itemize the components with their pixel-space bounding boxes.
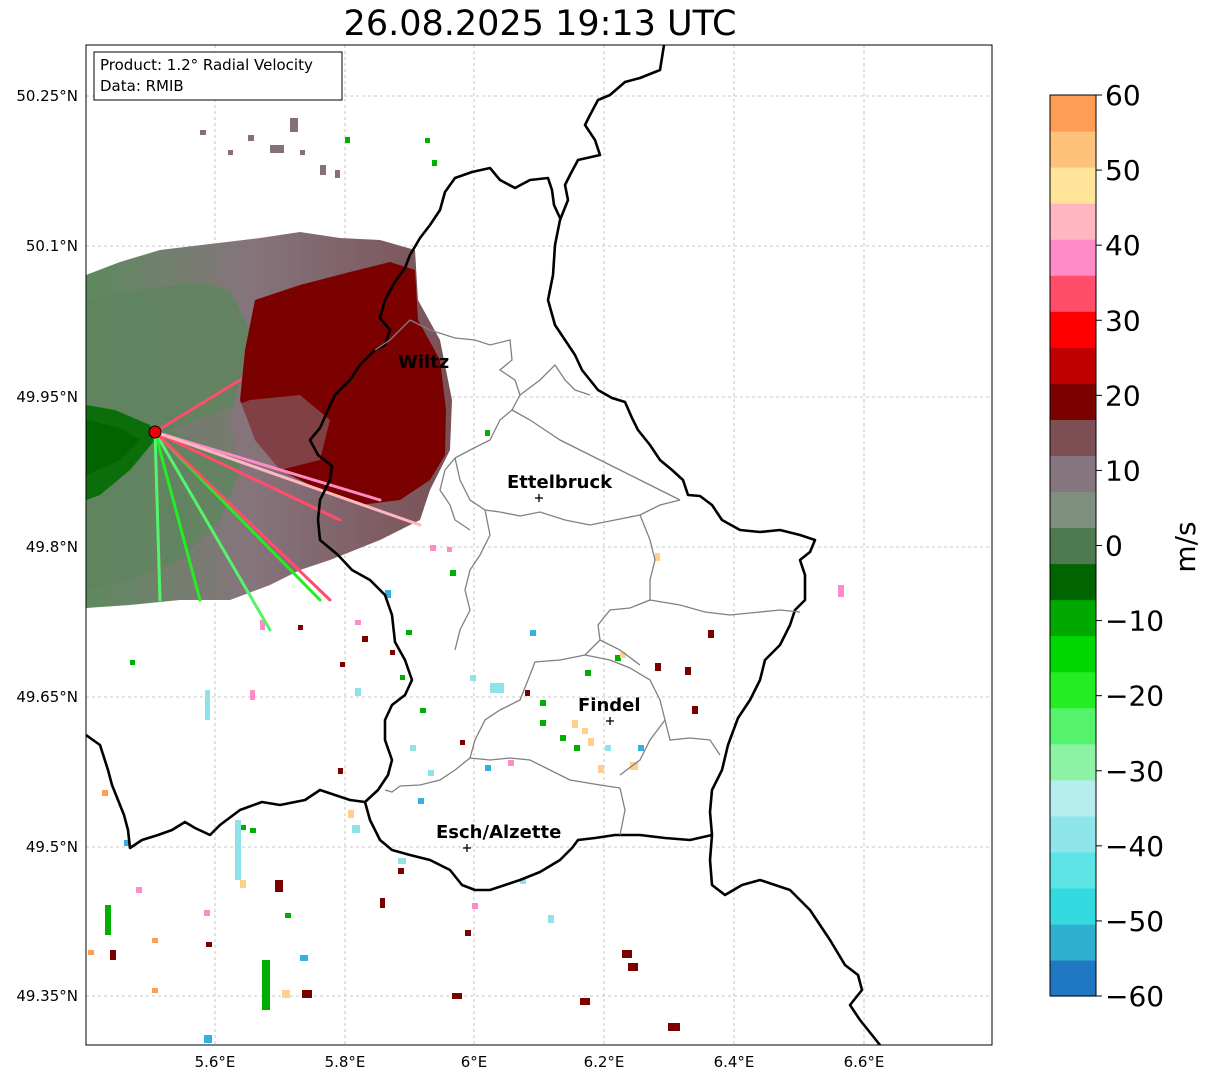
lat-tick: 49.65°N <box>16 688 78 706</box>
colorbar-swatch <box>1050 131 1096 168</box>
colorbar-tick-label: −10 <box>1105 605 1164 638</box>
radar-echo <box>86 118 844 1043</box>
colorbar-swatch <box>1050 779 1096 817</box>
colorbar-tick-label: −20 <box>1105 680 1164 713</box>
national-border-south <box>363 801 713 892</box>
colorbar-swatch <box>1050 959 1096 997</box>
colorbar-tick-label: 60 <box>1105 79 1141 112</box>
colorbar-tick-label: 40 <box>1105 229 1141 262</box>
colorbar-tick-label: 50 <box>1105 154 1141 187</box>
colorbar: 60 50 40 30 20 10 0 −10 −20 −30 −40 −50 −60 m/s <box>1049 79 1202 1013</box>
colorbar-swatch <box>1050 887 1096 925</box>
city-label-ettelbruck: Ettelbruck <box>507 472 613 493</box>
lon-tick: 6°E <box>461 1053 488 1071</box>
city-markers <box>463 494 614 852</box>
lon-tick: 5.6°E <box>195 1053 236 1071</box>
national-border <box>546 45 882 1045</box>
colorbar-tick-label: −30 <box>1105 755 1164 788</box>
colorbar-tick-label: 20 <box>1105 379 1141 412</box>
lon-tick: 5.8°E <box>325 1053 366 1071</box>
lon-axis: 5.6°E 5.8°E 6°E 6.2°E 6.4°E 6.6°E <box>195 1053 885 1071</box>
colorbar-swatch <box>1050 527 1096 565</box>
colorbar-swatch <box>1050 347 1096 384</box>
canton-borders <box>374 319 801 836</box>
colorbar-swatch <box>1050 707 1096 745</box>
lon-tick: 6.4°E <box>714 1053 755 1071</box>
colorbar-swatch <box>1050 743 1096 781</box>
colorbar-swatch <box>1050 815 1096 853</box>
colorbar-tick-label: 30 <box>1105 304 1141 337</box>
colorbar-swatch <box>1050 239 1096 276</box>
city-label-findel: Findel <box>578 695 641 716</box>
colorbar-swatch <box>1050 491 1096 529</box>
lon-tick: 6.6°E <box>844 1053 885 1071</box>
colorbar-swatch <box>1050 671 1096 709</box>
radar-site-marker <box>148 425 162 439</box>
lat-tick: 49.95°N <box>16 388 78 406</box>
colorbar-swatch <box>1050 167 1096 204</box>
lat-tick: 50.1°N <box>26 237 78 255</box>
city-label-esch-alzette: Esch/Alzette <box>436 822 561 843</box>
colorbar-tick-label: 10 <box>1105 454 1141 487</box>
city-label-wiltz: Wiltz <box>398 352 449 373</box>
colorbar-tick-label: 0 <box>1105 530 1123 563</box>
colorbar-label: m/s <box>1169 521 1202 572</box>
plot-frame <box>85 44 993 1046</box>
colorbar-swatch <box>1050 851 1096 889</box>
colorbar-swatch <box>1050 419 1096 456</box>
lat-tick: 49.35°N <box>16 987 78 1005</box>
colorbar-swatch <box>1050 923 1096 961</box>
lon-tick: 6.2°E <box>584 1053 625 1071</box>
info-product: Product: 1.2° Radial Velocity <box>100 56 313 74</box>
colorbar-tick-label: −50 <box>1105 905 1164 938</box>
lat-tick: 49.8°N <box>26 538 78 556</box>
colorbar-swatch <box>1050 203 1096 240</box>
info-box: Product: 1.2° Radial Velocity Data: RMIB <box>93 51 343 101</box>
colorbar-swatch <box>1050 95 1096 132</box>
colorbar-swatch <box>1050 635 1096 673</box>
national-border-west <box>86 166 562 850</box>
colorbar-swatch <box>1050 383 1096 420</box>
colorbar-swatch <box>1050 275 1096 312</box>
lat-tick: 50.25°N <box>16 87 78 105</box>
info-source: Data: RMIB <box>100 77 184 95</box>
colorbar-swatch <box>1050 311 1096 348</box>
lat-axis: 50.25°N 50.1°N 49.95°N 49.8°N 49.65°N 49… <box>16 87 78 1005</box>
lat-tick: 49.5°N <box>26 838 78 856</box>
colorbar-swatch <box>1050 599 1096 637</box>
colorbar-tick-label: −40 <box>1105 830 1164 863</box>
colorbar-swatch <box>1050 563 1096 601</box>
colorbar-swatch <box>1050 455 1096 493</box>
colorbar-tick-label: −60 <box>1105 980 1164 1013</box>
map-title: 26.08.2025 19:13 UTC <box>343 4 737 44</box>
